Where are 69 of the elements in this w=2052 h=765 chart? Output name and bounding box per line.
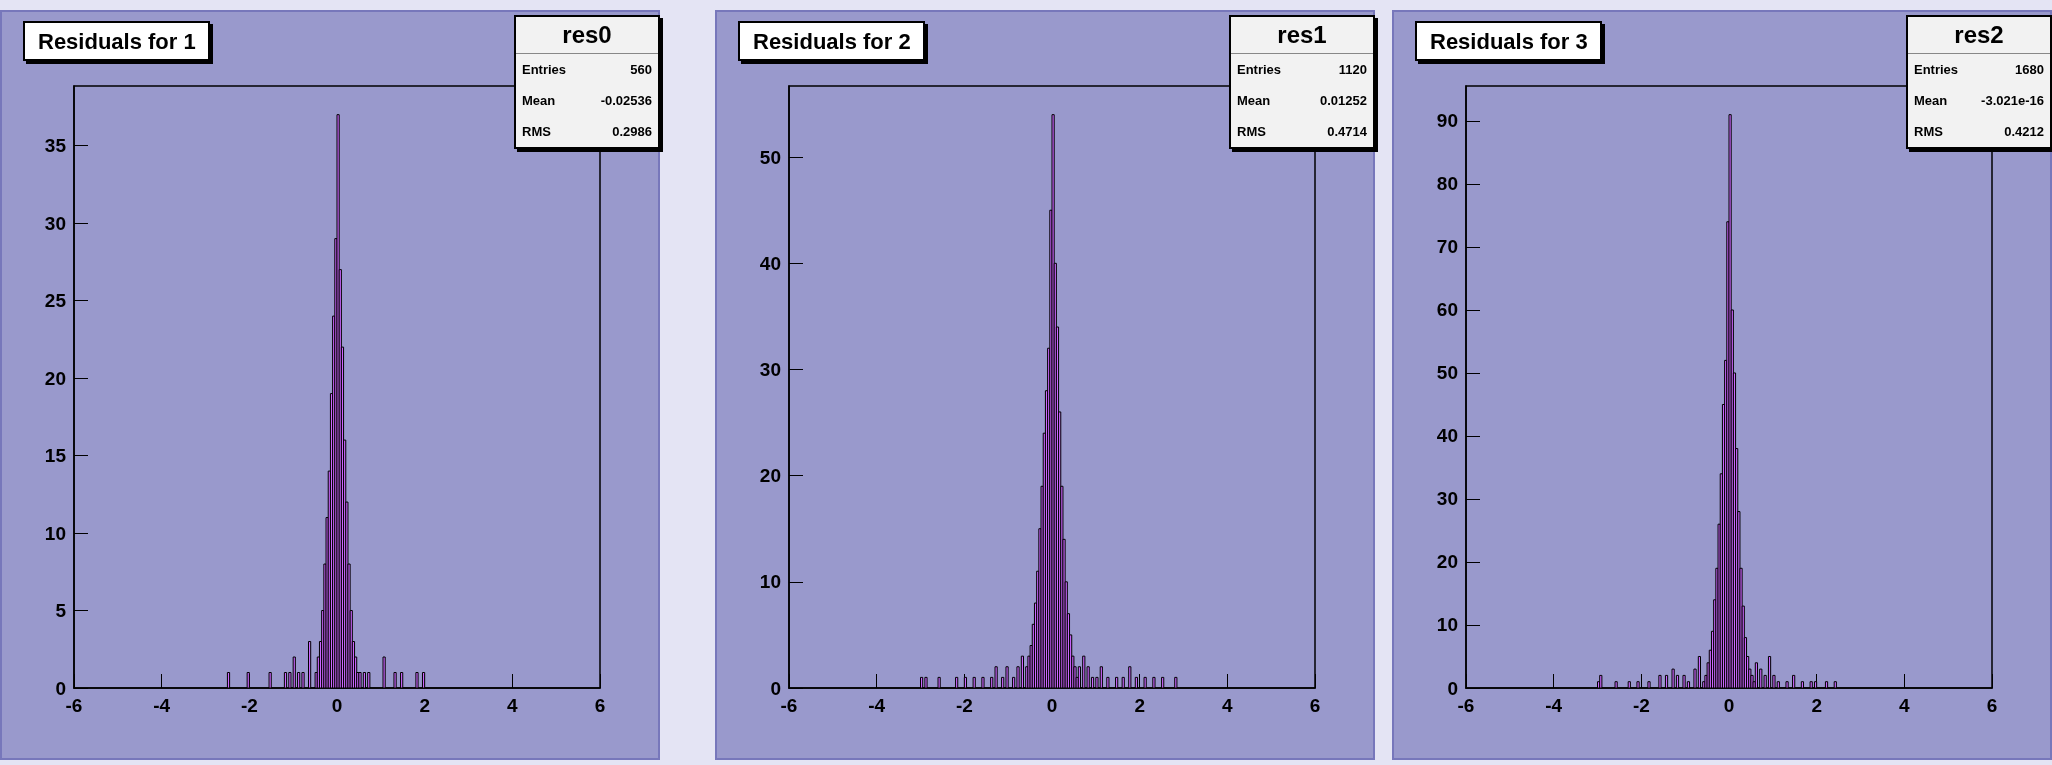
y-tick-label: 40 (1436, 425, 1458, 447)
x-tick-label: 2 (1811, 695, 1822, 716)
x-tick-label: 0 (1723, 695, 1735, 716)
annotation: -3.021e-16 (1981, 93, 2044, 108)
x-tick-label: 4 (1899, 695, 1911, 716)
text: 0.01252 (1320, 93, 1367, 108)
annotation: Mean (522, 93, 556, 108)
y-tick-label: 80 (1436, 173, 1458, 195)
chart-title: Residuals for 2 (753, 28, 911, 54)
x-tick-label: 4 (507, 695, 519, 716)
text: Entries (522, 62, 567, 77)
x-tick-label: 2 (419, 695, 430, 716)
text: res0 (516, 17, 658, 54)
annotation: Mean (1237, 93, 1271, 108)
y-tick-label: 50 (759, 146, 781, 168)
text: 0.4212 (2004, 124, 2044, 139)
y-tick-label: 35 (44, 135, 67, 157)
y-tick-label: 30 (1436, 488, 1458, 510)
x-tick-label: -6 (1457, 695, 1475, 716)
y-tick-label: 20 (759, 465, 781, 487)
y-tick-label: 30 (44, 212, 66, 234)
text: -0.02536 (600, 93, 652, 108)
y-tick-label: 10 (1436, 614, 1458, 636)
y-tick-label: 10 (44, 522, 66, 544)
text: 1680 (2015, 62, 2044, 77)
y-tick-label: 50 (1436, 362, 1458, 384)
y-tick-label: 0 (1447, 677, 1458, 699)
x-tick-label: -2 (240, 695, 258, 716)
text: res1 (1231, 17, 1373, 54)
text: 0.4714 (1327, 124, 1367, 139)
x-tick-label: -4 (868, 695, 886, 716)
text: Entries (1914, 62, 1959, 77)
text: 0.2986 (612, 124, 652, 139)
annotation: RMS (1914, 124, 1943, 139)
y-tick-label: 0 (770, 677, 781, 699)
y-tick-label: 60 (1436, 299, 1458, 321)
x-tick-label: 0 (1046, 695, 1058, 716)
x-tick-label: 6 (1309, 695, 1321, 716)
y-tick-label: 15 (44, 445, 67, 467)
x-tick-label: -4 (1545, 695, 1563, 716)
y-tick-label: 90 (1436, 110, 1458, 132)
y-tick-label: 10 (759, 571, 781, 593)
x-tick-label: -6 (780, 695, 798, 716)
x-tick-label: 6 (1986, 695, 1998, 716)
x-tick-label: 4 (1222, 695, 1234, 716)
x-tick-label: -2 (955, 695, 973, 716)
x-tick-label: 6 (594, 695, 606, 716)
x-tick-label: 0 (331, 695, 343, 716)
y-tick-label: 30 (759, 358, 781, 380)
y-tick-label: 5 (55, 600, 67, 622)
x-tick-label: 2 (1134, 695, 1145, 716)
x-tick-label: -4 (153, 695, 171, 716)
annotation: RMS (522, 124, 551, 139)
y-tick-label: 25 (44, 290, 67, 312)
y-tick-label: 0 (55, 677, 66, 699)
y-tick-label: 70 (1436, 236, 1458, 258)
y-tick-label: 20 (1436, 551, 1458, 573)
text: 560 (630, 62, 652, 77)
x-tick-label: -6 (65, 695, 83, 716)
text: Entries (1237, 62, 1282, 77)
annotation: Mean (1914, 93, 1948, 108)
y-tick-label: 20 (44, 367, 66, 389)
text: 1120 (1338, 62, 1367, 77)
y-tick-label: 40 (759, 252, 781, 274)
chart-title: Residuals for 3 (1430, 28, 1588, 54)
chart-title: Residuals for 1 (38, 28, 196, 54)
x-tick-label: -2 (1632, 695, 1650, 716)
annotation: RMS (1237, 124, 1266, 139)
text: res2 (1908, 17, 2050, 54)
